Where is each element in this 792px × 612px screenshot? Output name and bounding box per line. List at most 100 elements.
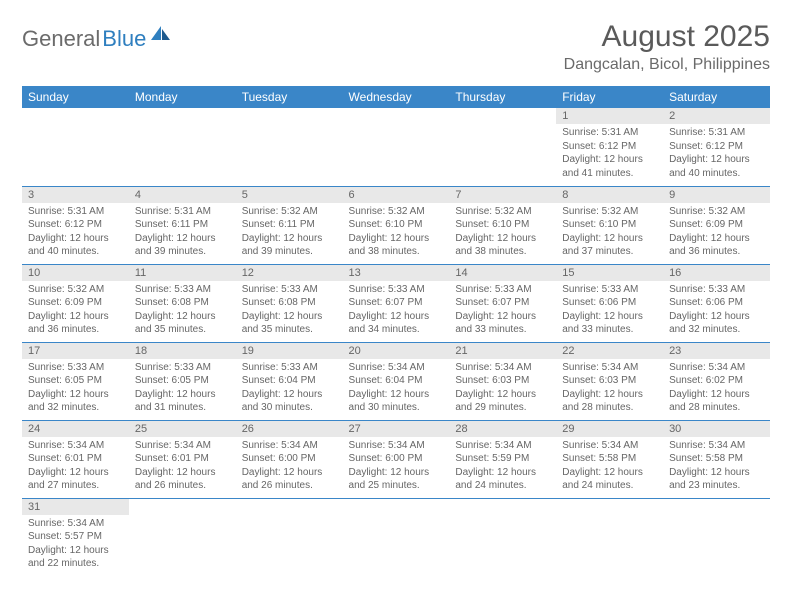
calendar-week-row: 24Sunrise: 5:34 AMSunset: 6:01 PMDayligh…	[22, 420, 770, 498]
calendar-cell	[129, 108, 236, 186]
day-number: 20	[343, 343, 450, 359]
day-line: Sunrise: 5:34 AM	[28, 517, 123, 531]
day-line: and 40 minutes.	[669, 167, 764, 181]
day-line: Sunset: 6:10 PM	[562, 218, 657, 232]
weekday-header: Saturday	[663, 86, 770, 108]
day-number: 14	[449, 265, 556, 281]
calendar-cell: 21Sunrise: 5:34 AMSunset: 6:03 PMDayligh…	[449, 342, 556, 420]
day-number: 27	[343, 421, 450, 437]
day-line: Sunrise: 5:34 AM	[669, 361, 764, 375]
day-line: Daylight: 12 hours	[242, 232, 337, 246]
calendar-cell: 8Sunrise: 5:32 AMSunset: 6:10 PMDaylight…	[556, 186, 663, 264]
day-content: Sunrise: 5:32 AMSunset: 6:09 PMDaylight:…	[663, 203, 770, 263]
day-line: Daylight: 12 hours	[669, 388, 764, 402]
day-line: Sunset: 6:07 PM	[349, 296, 444, 310]
calendar-cell: 1Sunrise: 5:31 AMSunset: 6:12 PMDaylight…	[556, 108, 663, 186]
day-line: Sunrise: 5:34 AM	[242, 439, 337, 453]
day-number: 16	[663, 265, 770, 281]
day-line: Sunrise: 5:32 AM	[455, 205, 550, 219]
calendar-cell	[343, 108, 450, 186]
calendar-cell: 4Sunrise: 5:31 AMSunset: 6:11 PMDaylight…	[129, 186, 236, 264]
day-line: Sunset: 6:12 PM	[28, 218, 123, 232]
calendar-cell: 7Sunrise: 5:32 AMSunset: 6:10 PMDaylight…	[449, 186, 556, 264]
calendar-cell: 14Sunrise: 5:33 AMSunset: 6:07 PMDayligh…	[449, 264, 556, 342]
day-line: Sunset: 6:06 PM	[669, 296, 764, 310]
day-number: 24	[22, 421, 129, 437]
location: Dangcalan, Bicol, Philippines	[564, 56, 770, 74]
calendar-cell	[236, 498, 343, 576]
weekday-header: Tuesday	[236, 86, 343, 108]
logo-sail-icon	[150, 24, 172, 47]
day-number: 3	[22, 187, 129, 203]
calendar-cell: 3Sunrise: 5:31 AMSunset: 6:12 PMDaylight…	[22, 186, 129, 264]
day-number: 23	[663, 343, 770, 359]
day-line: Sunset: 6:06 PM	[562, 296, 657, 310]
day-line: Daylight: 12 hours	[455, 232, 550, 246]
day-content: Sunrise: 5:34 AMSunset: 6:04 PMDaylight:…	[343, 359, 450, 419]
day-line: Sunset: 6:03 PM	[562, 374, 657, 388]
day-line: and 25 minutes.	[349, 479, 444, 493]
calendar-cell: 26Sunrise: 5:34 AMSunset: 6:00 PMDayligh…	[236, 420, 343, 498]
day-number: 19	[236, 343, 343, 359]
calendar-cell	[236, 108, 343, 186]
day-content: Sunrise: 5:31 AMSunset: 6:12 PMDaylight:…	[663, 124, 770, 184]
calendar-cell: 9Sunrise: 5:32 AMSunset: 6:09 PMDaylight…	[663, 186, 770, 264]
calendar-cell: 13Sunrise: 5:33 AMSunset: 6:07 PMDayligh…	[343, 264, 450, 342]
day-line: Sunrise: 5:33 AM	[455, 283, 550, 297]
day-line: and 41 minutes.	[562, 167, 657, 181]
calendar-cell: 24Sunrise: 5:34 AMSunset: 6:01 PMDayligh…	[22, 420, 129, 498]
day-content: Sunrise: 5:33 AMSunset: 6:08 PMDaylight:…	[236, 281, 343, 341]
day-line: Daylight: 12 hours	[455, 388, 550, 402]
day-line: Daylight: 12 hours	[562, 310, 657, 324]
day-line: Sunset: 5:58 PM	[562, 452, 657, 466]
calendar-cell: 28Sunrise: 5:34 AMSunset: 5:59 PMDayligh…	[449, 420, 556, 498]
day-line: and 27 minutes.	[28, 479, 123, 493]
day-line: Daylight: 12 hours	[28, 310, 123, 324]
day-number: 1	[556, 108, 663, 124]
day-number: 11	[129, 265, 236, 281]
day-line: and 33 minutes.	[455, 323, 550, 337]
day-line: Sunrise: 5:31 AM	[562, 126, 657, 140]
calendar-body: 1Sunrise: 5:31 AMSunset: 6:12 PMDaylight…	[22, 108, 770, 576]
day-line: Daylight: 12 hours	[28, 466, 123, 480]
day-content: Sunrise: 5:31 AMSunset: 6:11 PMDaylight:…	[129, 203, 236, 263]
day-line: Daylight: 12 hours	[455, 310, 550, 324]
day-line: Daylight: 12 hours	[28, 388, 123, 402]
calendar-table: SundayMondayTuesdayWednesdayThursdayFrid…	[22, 86, 770, 576]
weekday-header: Sunday	[22, 86, 129, 108]
calendar-cell: 20Sunrise: 5:34 AMSunset: 6:04 PMDayligh…	[343, 342, 450, 420]
day-content: Sunrise: 5:32 AMSunset: 6:11 PMDaylight:…	[236, 203, 343, 263]
calendar-cell: 15Sunrise: 5:33 AMSunset: 6:06 PMDayligh…	[556, 264, 663, 342]
month-title: August 2025	[564, 20, 770, 54]
day-line: Sunset: 6:01 PM	[135, 452, 230, 466]
calendar-cell: 31Sunrise: 5:34 AMSunset: 5:57 PMDayligh…	[22, 498, 129, 576]
day-line: Daylight: 12 hours	[349, 388, 444, 402]
header: General Blue August 2025 Dangcalan, Bico…	[22, 20, 770, 74]
day-line: and 24 minutes.	[562, 479, 657, 493]
day-line: Sunrise: 5:31 AM	[669, 126, 764, 140]
day-line: and 39 minutes.	[135, 245, 230, 259]
calendar-cell: 5Sunrise: 5:32 AMSunset: 6:11 PMDaylight…	[236, 186, 343, 264]
calendar-cell: 10Sunrise: 5:32 AMSunset: 6:09 PMDayligh…	[22, 264, 129, 342]
day-line: Sunrise: 5:33 AM	[669, 283, 764, 297]
day-line: Daylight: 12 hours	[135, 232, 230, 246]
day-line: Daylight: 12 hours	[135, 466, 230, 480]
day-number: 21	[449, 343, 556, 359]
day-line: Sunrise: 5:33 AM	[242, 283, 337, 297]
day-content: Sunrise: 5:34 AMSunset: 6:01 PMDaylight:…	[22, 437, 129, 497]
weekday-header: Monday	[129, 86, 236, 108]
day-content: Sunrise: 5:34 AMSunset: 5:59 PMDaylight:…	[449, 437, 556, 497]
day-content: Sunrise: 5:33 AMSunset: 6:08 PMDaylight:…	[129, 281, 236, 341]
calendar-cell: 18Sunrise: 5:33 AMSunset: 6:05 PMDayligh…	[129, 342, 236, 420]
logo-text-general: General	[22, 26, 100, 52]
day-content: Sunrise: 5:33 AMSunset: 6:05 PMDaylight:…	[22, 359, 129, 419]
day-line: Daylight: 12 hours	[349, 232, 444, 246]
day-line: and 36 minutes.	[28, 323, 123, 337]
calendar-week-row: 31Sunrise: 5:34 AMSunset: 5:57 PMDayligh…	[22, 498, 770, 576]
day-line: Sunset: 6:05 PM	[28, 374, 123, 388]
day-line: Sunset: 6:04 PM	[349, 374, 444, 388]
calendar-week-row: 10Sunrise: 5:32 AMSunset: 6:09 PMDayligh…	[22, 264, 770, 342]
day-line: Daylight: 12 hours	[349, 310, 444, 324]
day-number: 2	[663, 108, 770, 124]
calendar-cell	[449, 498, 556, 576]
